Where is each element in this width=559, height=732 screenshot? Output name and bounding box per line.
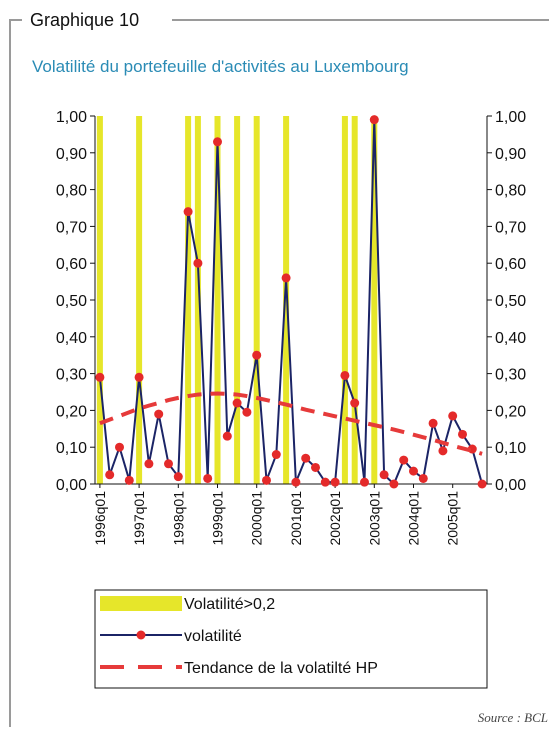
- marker: [418, 473, 428, 483]
- marker: [252, 350, 262, 360]
- marker: [281, 273, 291, 283]
- legend-label: Volatilité>0,2: [184, 596, 275, 613]
- source: Source : BCL: [478, 710, 548, 725]
- marker: [320, 477, 330, 487]
- x-tick-label: 2005q01: [445, 491, 461, 546]
- x-tick-label: 1997q01: [131, 491, 147, 546]
- legend-marker: [136, 630, 146, 640]
- marker: [242, 407, 252, 417]
- x-tick-label: 2000q01: [249, 491, 265, 546]
- marker: [183, 207, 193, 217]
- marker: [115, 442, 124, 452]
- marker: [262, 475, 271, 485]
- marker: [360, 477, 369, 487]
- x-tick-label: 2004q01: [406, 491, 422, 546]
- y2-tick-label: 0,40: [495, 330, 526, 347]
- legend: [94, 589, 488, 689]
- marker: [291, 477, 301, 487]
- marker: [124, 475, 134, 485]
- line: [98, 119, 484, 486]
- y-tick-label: 0,80: [56, 183, 87, 200]
- y2-tick-label: 0,80: [495, 183, 526, 200]
- x-tick-label: 2003q01: [366, 491, 382, 546]
- marker: [448, 411, 458, 421]
- marker: [154, 409, 164, 419]
- marker: [164, 459, 173, 469]
- marker: [438, 446, 448, 456]
- marker: [144, 459, 154, 469]
- marker: [173, 472, 183, 482]
- chart-label: Graphique 10: [30, 10, 139, 30]
- y2-tick-label: 1,00: [495, 109, 526, 126]
- y-tick-label: 0,10: [56, 440, 87, 457]
- bar: [283, 116, 290, 484]
- bar: [341, 116, 348, 484]
- y2-tick-label: 0,90: [495, 146, 526, 163]
- marker: [477, 479, 487, 489]
- y2-tick-label: 0,20: [495, 403, 526, 420]
- x-tick-label: 1996q01: [92, 491, 108, 546]
- y-tick-label: 0,90: [56, 146, 87, 163]
- y-tick-label: 0,60: [56, 256, 87, 273]
- legend-swatch: [100, 596, 182, 611]
- y-tick-label: 0,40: [56, 330, 87, 347]
- y2-tick-label: 0,00: [495, 477, 526, 494]
- y-tick-label: 0,30: [56, 367, 87, 384]
- marker: [193, 258, 203, 268]
- x-tick-label: 2001q01: [288, 491, 304, 546]
- y2-tick-label: 0,60: [495, 256, 526, 273]
- trend-line: [99, 391, 483, 456]
- bar: [214, 116, 221, 484]
- y2-tick-label: 0,50: [495, 293, 526, 310]
- marker: [95, 372, 105, 382]
- legend-label: Tendance de la volatilté HP: [184, 660, 378, 677]
- chart-title: Volatilité du portefeuille d'activités a…: [32, 57, 409, 76]
- marker: [409, 466, 418, 476]
- bar: [234, 116, 241, 484]
- legend-label: volatilité: [184, 628, 242, 645]
- marker: [232, 398, 242, 408]
- bar: [96, 116, 103, 484]
- y-tick-label: 0,50: [56, 293, 87, 310]
- marker: [340, 370, 350, 380]
- marker: [379, 470, 389, 480]
- marker: [458, 429, 467, 439]
- bar: [185, 116, 192, 484]
- marker: [222, 431, 232, 441]
- x-tick-label: 1998q01: [170, 491, 186, 546]
- x-tick-label: 2002q01: [327, 491, 343, 546]
- marker: [134, 372, 144, 382]
- marker: [203, 473, 213, 483]
- y-tick-label: 1,00: [56, 109, 87, 126]
- frame: [9, 19, 22, 727]
- y2-tick-label: 0,70: [495, 219, 526, 236]
- marker: [428, 418, 438, 428]
- bar: [371, 116, 378, 484]
- y-tick-label: 0,70: [56, 219, 87, 236]
- y-tick-label: 0,20: [56, 403, 87, 420]
- marker: [105, 470, 115, 480]
- marker: [213, 137, 222, 147]
- marker: [271, 450, 281, 460]
- marker: [350, 398, 360, 408]
- marker: [369, 115, 379, 125]
- marker: [399, 455, 409, 465]
- marker: [301, 453, 311, 463]
- x-tick-label: 1999q01: [210, 491, 226, 546]
- y2-tick-label: 0,10: [495, 440, 526, 457]
- bar: [253, 116, 260, 484]
- marker: [389, 479, 399, 489]
- bar: [351, 116, 358, 484]
- bar: [194, 116, 201, 484]
- marker: [330, 477, 340, 487]
- y-tick-label: 0,00: [56, 477, 87, 494]
- y2-tick-label: 0,30: [495, 367, 526, 384]
- bar: [136, 116, 143, 484]
- marker: [311, 462, 320, 472]
